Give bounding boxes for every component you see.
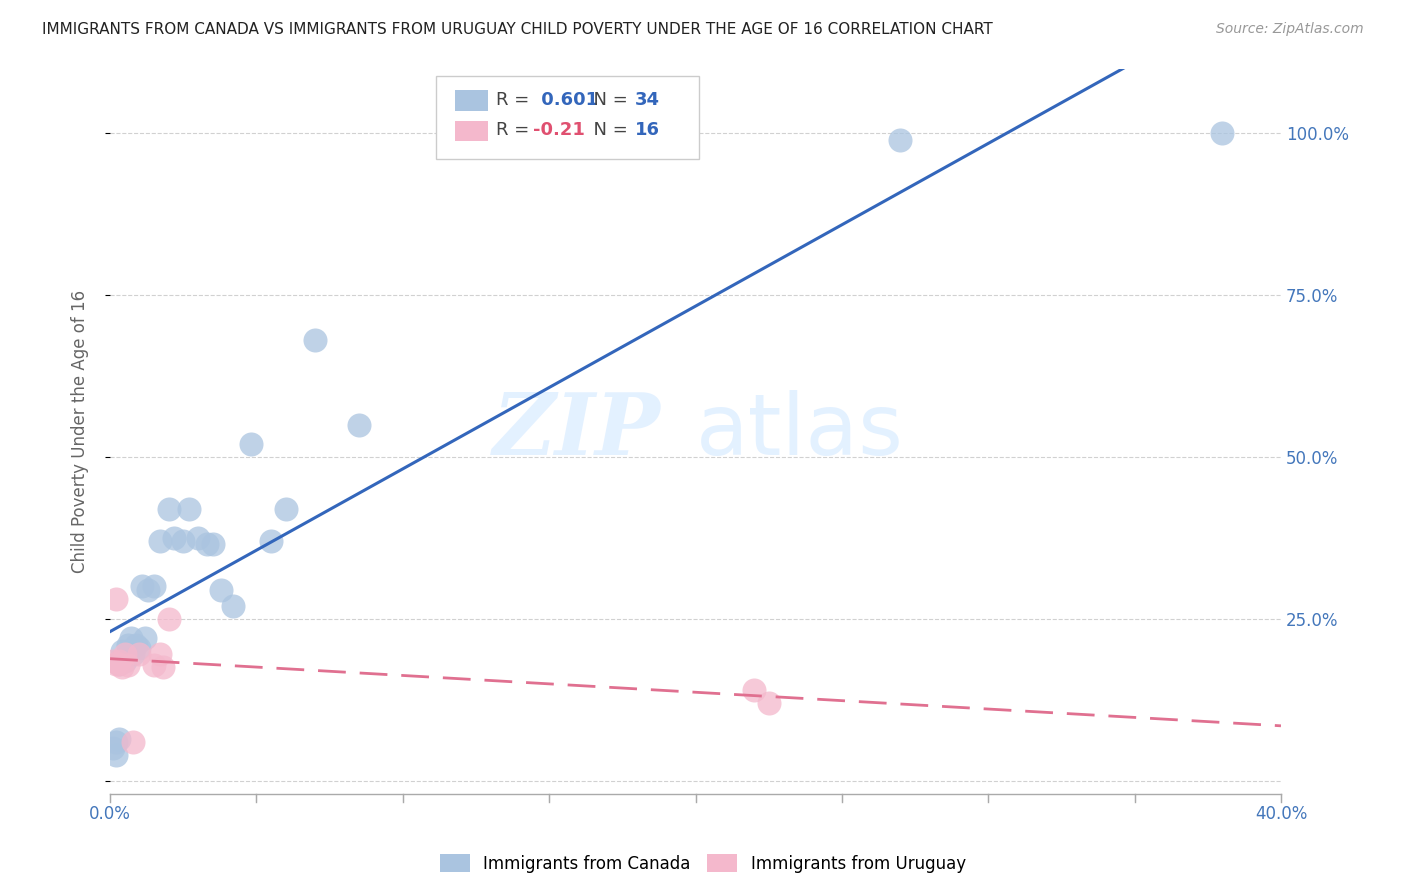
Text: IMMIGRANTS FROM CANADA VS IMMIGRANTS FROM URUGUAY CHILD POVERTY UNDER THE AGE OF: IMMIGRANTS FROM CANADA VS IMMIGRANTS FRO… [42, 22, 993, 37]
Point [117, 648, 139, 662]
Text: R =: R = [496, 121, 536, 139]
Point [179, 501, 201, 516]
Point [136, 582, 159, 597]
Text: N =: N = [582, 91, 634, 110]
Text: Source: ZipAtlas.com: Source: ZipAtlas.com [1216, 22, 1364, 37]
Point [274, 501, 297, 516]
Point [134, 632, 156, 646]
Point [149, 534, 172, 549]
Point [101, 654, 124, 668]
Point [125, 638, 148, 652]
Bar [456, 120, 488, 141]
Text: 0.601: 0.601 [536, 91, 598, 110]
Y-axis label: Child Poverty Under the Age of 16: Child Poverty Under the Age of 16 [72, 290, 89, 573]
Point [101, 741, 124, 756]
Point [128, 640, 150, 655]
Point [152, 660, 174, 674]
Point [111, 644, 134, 658]
Point [260, 534, 283, 549]
FancyBboxPatch shape [436, 76, 699, 159]
Text: ZIP: ZIP [492, 389, 661, 473]
Text: R =: R = [496, 91, 536, 110]
Point [104, 592, 127, 607]
Point [149, 648, 172, 662]
Point [108, 654, 131, 668]
Point [114, 654, 136, 668]
Text: -0.21: -0.21 [533, 121, 585, 139]
Point [104, 657, 127, 672]
Point [108, 657, 131, 672]
Text: atlas: atlas [696, 390, 904, 473]
Point [157, 501, 180, 516]
Point [742, 683, 765, 698]
Legend: Immigrants from Canada, Immigrants from Uruguay: Immigrants from Canada, Immigrants from … [433, 847, 973, 880]
Point [104, 747, 127, 762]
Point [347, 417, 370, 432]
Point [108, 657, 131, 672]
Point [172, 534, 194, 549]
Text: 16: 16 [634, 121, 659, 139]
Point [304, 334, 326, 348]
Point [143, 579, 166, 593]
Point [122, 648, 145, 662]
Point [120, 632, 142, 646]
Point [157, 612, 180, 626]
Point [111, 660, 134, 674]
Text: 34: 34 [634, 91, 659, 110]
Point [117, 638, 139, 652]
Point [131, 579, 153, 593]
Point [143, 658, 166, 673]
Bar [456, 90, 488, 111]
Point [209, 582, 232, 597]
Point [758, 696, 780, 710]
Point [195, 537, 218, 551]
Point [114, 648, 136, 662]
Point [889, 133, 911, 147]
Point [239, 437, 262, 451]
Point [1211, 126, 1233, 140]
Point [108, 731, 131, 746]
Point [163, 531, 186, 545]
Point [117, 658, 139, 673]
Point [122, 735, 145, 749]
Text: N =: N = [582, 121, 634, 139]
Point [187, 531, 209, 545]
Point [104, 735, 127, 749]
Point [201, 537, 224, 551]
Point [222, 599, 245, 613]
Point [128, 648, 150, 662]
